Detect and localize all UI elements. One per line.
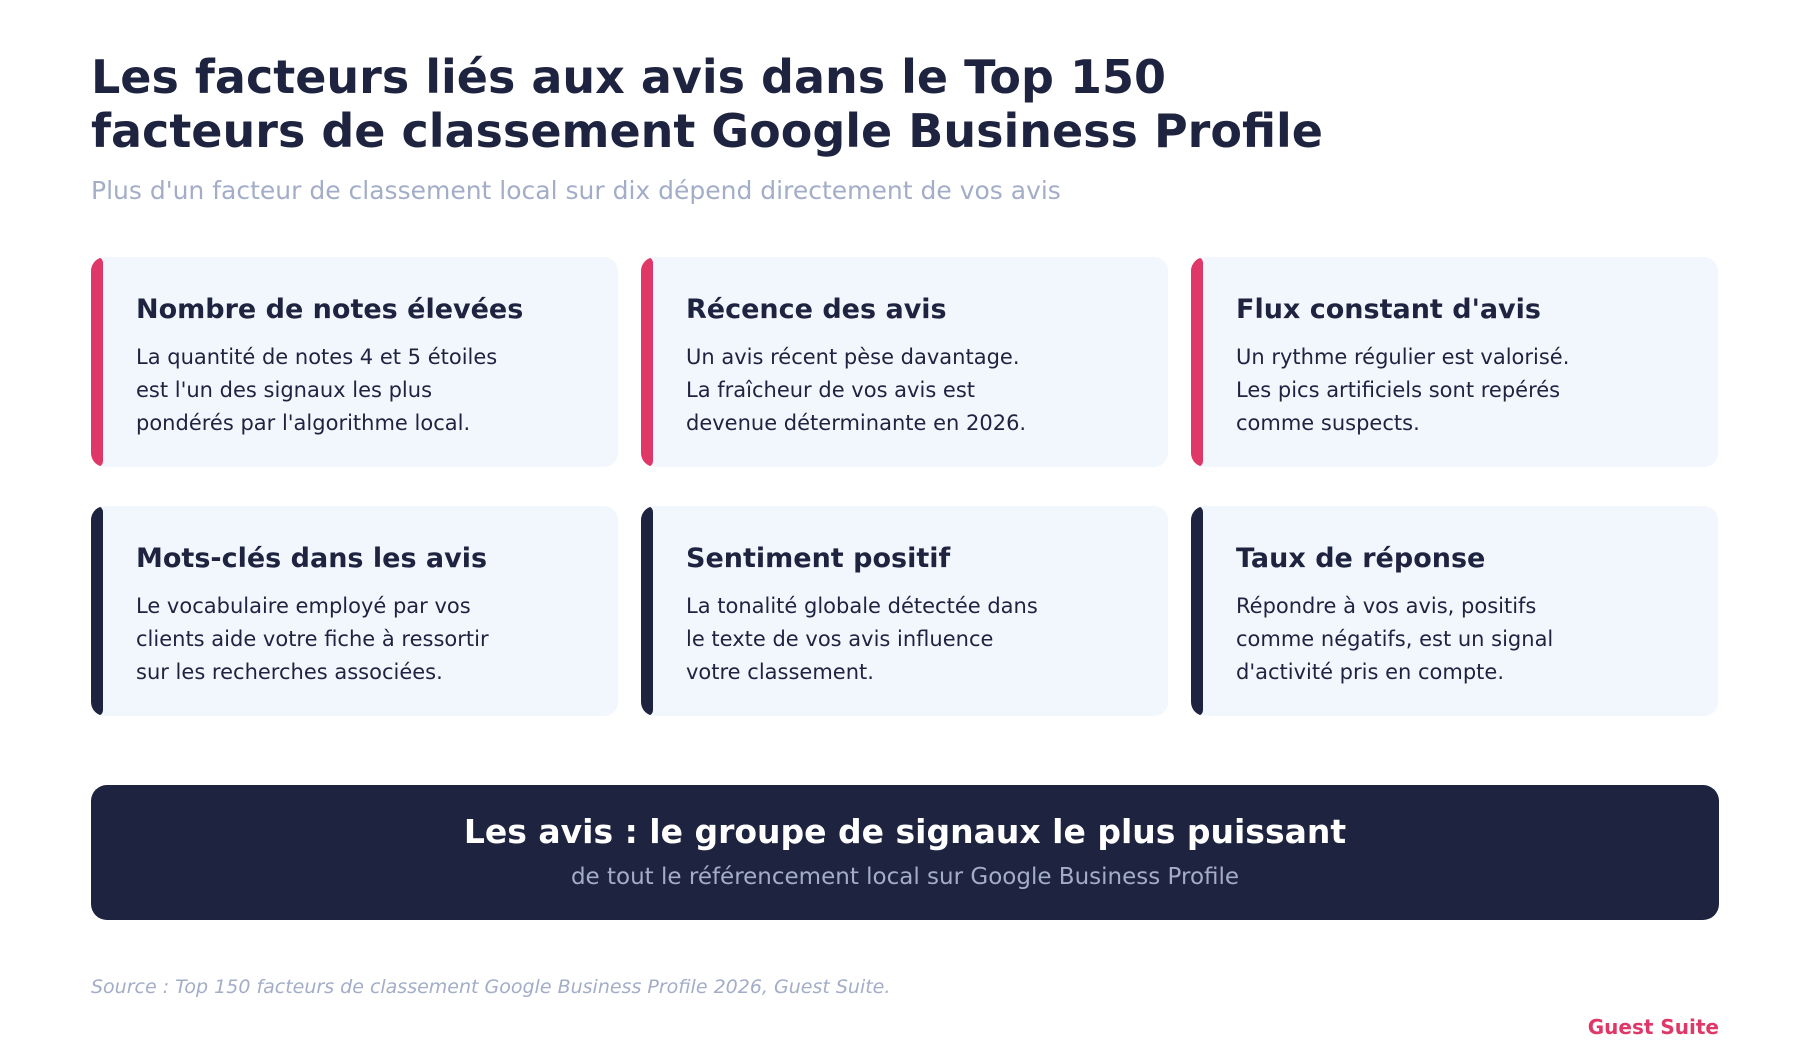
factor-card-review-flow: Flux constant d'avis Un rythme régulier … xyxy=(1191,257,1718,467)
card-description-line: est l'un des signaux les plus xyxy=(136,378,433,402)
page-title-line-1: Les facteurs liés aux avis dans le Top 1… xyxy=(91,50,1166,104)
factor-cards-grid: Nombre de notes élevées La quantité de n… xyxy=(91,257,1719,716)
factor-card-keywords: Mots-clés dans les avis Le vocabulaire e… xyxy=(91,506,618,716)
card-accent-bar xyxy=(641,506,653,716)
card-title: Récence des avis xyxy=(686,294,947,325)
card-description: Le vocabulaire employé par vos clients a… xyxy=(136,590,588,689)
factor-card-review-recency: Récence des avis Un avis récent pèse dav… xyxy=(641,257,1168,467)
card-description-line: Le vocabulaire employé par vos xyxy=(136,594,471,618)
page-title-line-2: facteurs de classement Google Business P… xyxy=(91,104,1324,158)
card-description: Répondre à vos avis, positifs comme néga… xyxy=(1236,590,1688,689)
brand-logo-text: Guest Suite xyxy=(1587,1015,1719,1039)
card-description-line: sur les recherches associées. xyxy=(136,660,443,684)
card-title: Flux constant d'avis xyxy=(1236,294,1541,325)
page-subtitle: Plus d'un facteur de classement local su… xyxy=(91,176,1061,205)
card-description-line: Les pics artificiels sont repérés xyxy=(1236,378,1561,402)
card-accent-bar xyxy=(91,257,103,467)
factor-card-high-ratings: Nombre de notes élevées La quantité de n… xyxy=(91,257,618,467)
factor-card-positive-sentiment: Sentiment positif La tonalité globale dé… xyxy=(641,506,1168,716)
card-description-line: Un avis récent pèse davantage. xyxy=(686,345,1020,369)
summary-banner: Les avis : le groupe de signaux le plus … xyxy=(91,785,1719,920)
card-description-line: pondérés par l'algorithme local. xyxy=(136,411,471,435)
card-description-line: clients aide votre fiche à ressortir xyxy=(136,627,489,651)
source-note: Source : Top 150 facteurs de classement … xyxy=(91,976,891,998)
banner-subtitle: de tout le référencement local sur Googl… xyxy=(570,864,1240,890)
card-accent-bar xyxy=(641,257,653,467)
card-accent-bar xyxy=(91,506,103,716)
card-description: Un rythme régulier est valorisé. Les pic… xyxy=(1236,341,1688,440)
card-description-line: La quantité de notes 4 et 5 étoiles xyxy=(136,345,498,369)
card-title: Nombre de notes élevées xyxy=(136,294,524,325)
card-title: Sentiment positif xyxy=(686,543,951,574)
card-description-line: comme négatifs, est un signal xyxy=(1236,627,1554,651)
banner-title: Les avis : le groupe de signaux le plus … xyxy=(463,812,1347,851)
card-accent-bar xyxy=(1191,257,1203,467)
card-description: Un avis récent pèse davantage. La fraîch… xyxy=(686,341,1138,440)
card-description-line: La fraîcheur de vos avis est xyxy=(686,378,976,402)
card-description-line: d'activité pris en compte. xyxy=(1236,660,1505,684)
card-title: Mots-clés dans les avis xyxy=(136,543,488,574)
card-description-line: comme suspects. xyxy=(1236,411,1420,435)
card-description: La quantité de notes 4 et 5 étoiles est … xyxy=(136,341,588,440)
card-description-line: votre classement. xyxy=(686,660,874,684)
card-description-line: Répondre à vos avis, positifs xyxy=(1236,594,1537,618)
card-description-line: le texte de vos avis influence xyxy=(686,627,994,651)
card-accent-bar xyxy=(1191,506,1203,716)
card-description-line: devenue déterminante en 2026. xyxy=(686,411,1027,435)
page-title: Les facteurs liés aux avis dans le Top 1… xyxy=(91,50,1491,158)
factor-card-response-rate: Taux de réponse Répondre à vos avis, pos… xyxy=(1191,506,1718,716)
card-description-line: Un rythme régulier est valorisé. xyxy=(1236,345,1570,369)
card-description-line: La tonalité globale détectée dans xyxy=(686,594,1038,618)
card-title: Taux de réponse xyxy=(1236,543,1486,574)
card-description: La tonalité globale détectée dans le tex… xyxy=(686,590,1138,689)
